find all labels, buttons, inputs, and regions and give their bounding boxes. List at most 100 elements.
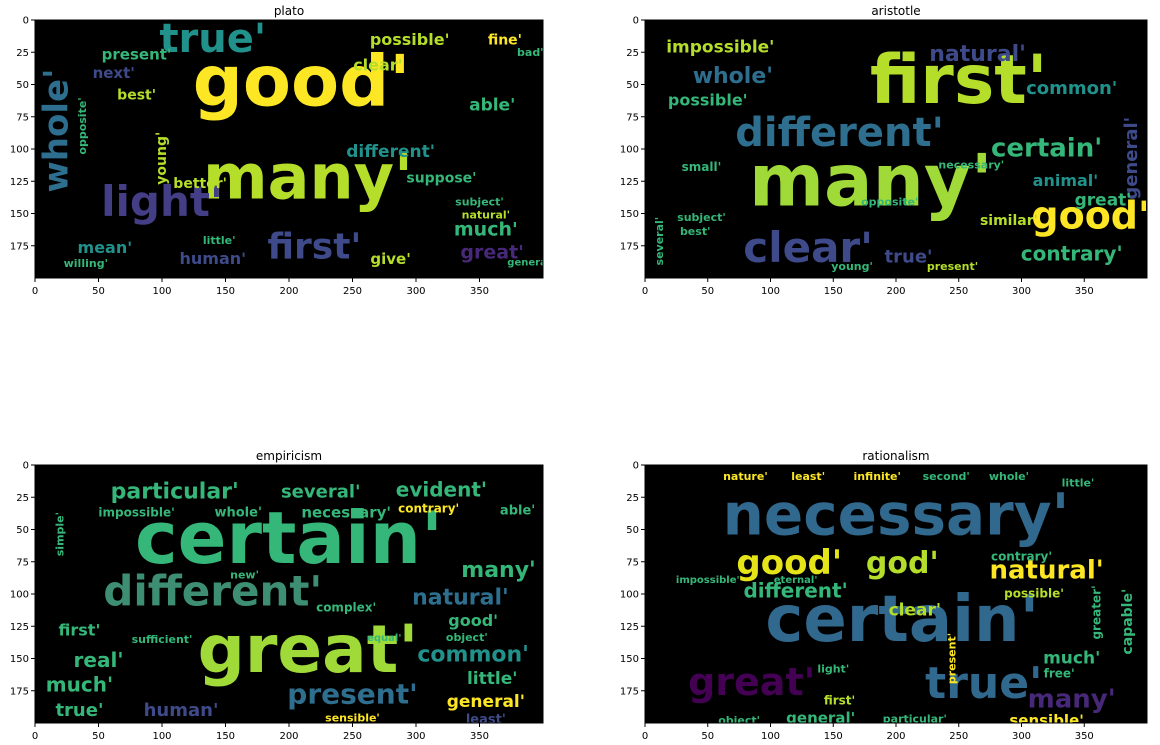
word: certain' — [135, 496, 443, 580]
word: least' — [466, 713, 506, 728]
panel-aristotle: first' many'different' clear' good' impossib… — [620, 4, 1148, 297]
x-tick-label: 200 — [886, 286, 905, 297]
word: next' — [93, 64, 135, 82]
word: necessary' — [938, 159, 1004, 172]
word: able' — [469, 96, 515, 116]
panel-title: empiricism — [256, 449, 322, 463]
word: several' — [653, 217, 666, 266]
y-tick-label: 0 — [23, 461, 29, 472]
word: natural' — [412, 586, 509, 611]
y-tick-label: 125 — [620, 622, 639, 633]
word: general' — [1121, 117, 1142, 200]
y-tick-label: 175 — [620, 241, 639, 252]
word: able' — [500, 504, 535, 519]
word: possible' — [370, 30, 450, 49]
y-tick-label: 100 — [10, 145, 29, 156]
word: different' — [743, 579, 847, 603]
word: object' — [446, 631, 488, 644]
word-group: certain' great'different' particular' sever… — [46, 477, 536, 728]
y-tick-label: 150 — [620, 654, 639, 665]
word: suppose' — [406, 170, 476, 186]
y-tick-label: 150 — [10, 209, 29, 220]
word: many' — [749, 138, 993, 222]
y-tick-label: 50 — [626, 80, 639, 91]
word: whole' — [693, 64, 773, 89]
panel-rationalism: necessary' certain'true' great' good' god' na… — [620, 449, 1148, 742]
y-tick-label: 100 — [620, 590, 639, 601]
word: clear' — [889, 601, 942, 621]
word: human' — [180, 249, 247, 268]
word: animal' — [1033, 171, 1099, 190]
y-tick-label: 125 — [620, 177, 639, 188]
wordcloud-image — [645, 20, 1147, 278]
x-tick-label: 150 — [216, 731, 235, 742]
word: natural' — [989, 555, 1103, 585]
word: bad' — [517, 46, 544, 59]
word: first' — [824, 693, 855, 707]
word: great' — [1075, 191, 1132, 211]
word: object' — [718, 714, 760, 727]
y-tick-label: 150 — [10, 654, 29, 665]
x-tick-label: 300 — [406, 731, 425, 742]
word: real' — [74, 648, 124, 672]
word: possible' — [668, 91, 748, 110]
word: several' — [281, 482, 361, 503]
x-tick-label: 150 — [824, 286, 843, 297]
x-tick-label: 250 — [949, 731, 968, 742]
word: whole' — [214, 505, 261, 520]
word: certain' — [765, 583, 1039, 657]
word: whole' — [989, 470, 1029, 483]
y-tick-label: 75 — [626, 557, 639, 568]
word: impossible' — [98, 505, 174, 519]
word-group: first' many'different' clear' good' impossib… — [653, 38, 1147, 273]
x-tick-label: 250 — [343, 286, 362, 297]
x-tick-label: 150 — [824, 731, 843, 742]
word: impossible' — [676, 575, 740, 586]
x-tick-label: 100 — [152, 286, 171, 297]
panel-plato: good' many' true' first' light' whole' possibl… — [10, 4, 553, 297]
word: god' — [866, 546, 939, 581]
word: greater' — [1089, 585, 1103, 639]
word: equal' — [367, 633, 401, 644]
x-tick-label: 250 — [343, 731, 362, 742]
word: free' — [1044, 667, 1075, 681]
word-group: necessary' certain'true' great' good' god' na… — [676, 470, 1136, 727]
word: certain' — [991, 134, 1102, 164]
panel-title: aristotle — [871, 4, 920, 18]
x-tick-label: 0 — [642, 286, 648, 297]
word: general' — [507, 257, 553, 268]
word: true' — [159, 16, 266, 62]
x-tick-label: 300 — [1012, 286, 1031, 297]
x-tick-label: 0 — [32, 286, 38, 297]
word: different' — [735, 110, 944, 156]
word: willing' — [64, 257, 108, 270]
word: common' — [417, 643, 529, 668]
word: mean' — [78, 238, 133, 257]
word: true' — [925, 658, 1042, 709]
word: great' — [688, 660, 815, 704]
x-tick-label: 350 — [470, 731, 489, 742]
panel-title: rationalism — [862, 449, 929, 463]
y-tick-label: 50 — [16, 80, 29, 91]
y-tick-label: 175 — [10, 686, 29, 697]
word: clear' — [743, 223, 873, 272]
word: particular' — [883, 712, 947, 725]
x-tick-label: 0 — [32, 731, 38, 742]
x-tick-label: 50 — [701, 286, 714, 297]
word: true' — [55, 700, 103, 721]
word: necessary' — [301, 503, 391, 521]
word: little' — [1062, 476, 1095, 489]
word: clear' — [353, 56, 402, 75]
word: better' — [173, 176, 227, 192]
x-tick-label: 50 — [92, 731, 105, 742]
word: general' — [447, 692, 525, 712]
word: little' — [203, 234, 236, 247]
word: whole' — [36, 69, 76, 193]
y-tick-label: 125 — [10, 177, 29, 188]
word-group: good' many' true' first' light' whole' possibl… — [36, 16, 553, 270]
word: much' — [454, 219, 518, 241]
word: second' — [923, 470, 970, 483]
word: particular' — [111, 480, 239, 505]
word: similar' — [980, 213, 1038, 229]
